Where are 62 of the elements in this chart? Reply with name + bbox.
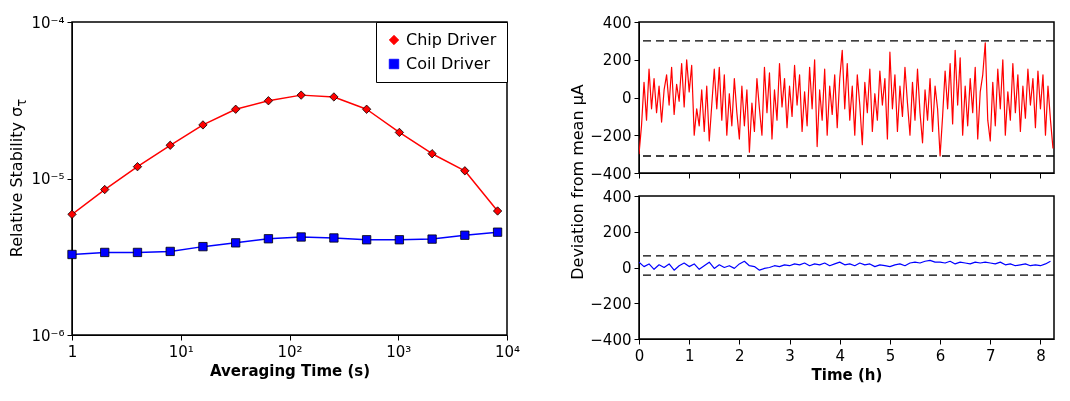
point [231, 104, 241, 114]
point [460, 230, 470, 240]
point [100, 247, 110, 258]
x-tick-label: 7 [986, 346, 996, 365]
point [165, 246, 175, 257]
y-tick-label: 200 [602, 51, 632, 70]
point [329, 92, 339, 102]
line-series [639, 42, 1054, 157]
point [329, 233, 339, 243]
point [263, 96, 274, 106]
point [198, 242, 208, 252]
point [67, 249, 77, 260]
y-tick-label: 0 [621, 259, 632, 277]
point [132, 247, 143, 258]
x-tick-label: 8 [1036, 346, 1046, 365]
point [394, 127, 404, 137]
x-tick-label: 2 [735, 346, 745, 365]
legend-label: Chip Driver [406, 30, 497, 49]
y-tick-label: 400 [602, 187, 632, 206]
y-tick-label: 400 [602, 13, 632, 32]
point [362, 104, 372, 114]
y-tick-label: −400 [590, 164, 632, 183]
x-tick-label: 4 [835, 346, 845, 365]
point [231, 238, 241, 248]
point [263, 234, 274, 244]
x-tick-label: 0 [634, 346, 645, 365]
x-tick-label: 1 [67, 342, 78, 361]
y-tick-label: 10⁻⁶ [31, 326, 65, 345]
y-axis-title: Deviation from mean μA [567, 84, 587, 280]
y-tick-label: −200 [590, 126, 632, 145]
point [493, 206, 503, 216]
x-tick-label: 3 [785, 346, 795, 365]
x-tick-label: 10³ [386, 342, 412, 361]
point [67, 209, 77, 219]
y-tick-label: 10⁻⁴ [31, 13, 65, 32]
x-axis-title: Averaging Time (s) [209, 361, 371, 380]
point [132, 162, 143, 172]
legend-label: Coil Driver [406, 54, 491, 73]
y-tick-label: 10⁻⁵ [31, 170, 65, 188]
x-tick-label: 5 [885, 346, 896, 365]
point [296, 232, 306, 242]
point [198, 120, 208, 130]
line-series [639, 259, 1052, 271]
x-tick-label: 10² [277, 342, 303, 361]
point [460, 166, 470, 176]
x-axis-title: Time (h) [811, 365, 883, 384]
y-tick-label: 0 [621, 89, 632, 107]
point [362, 235, 372, 245]
point [100, 184, 110, 195]
point [296, 90, 306, 100]
x-tick-label: 6 [935, 346, 946, 365]
x-tick-label: 1 [684, 346, 695, 365]
y-tick-label: 200 [602, 223, 632, 242]
point [394, 235, 404, 245]
point [493, 227, 503, 237]
point [165, 140, 175, 150]
point [427, 234, 437, 244]
point [427, 149, 437, 159]
x-tick-label: 10¹ [168, 342, 194, 361]
y-tick-label: −200 [590, 294, 632, 313]
y-tick-label: −400 [590, 330, 632, 349]
x-tick-label: 10⁴ [494, 342, 521, 361]
